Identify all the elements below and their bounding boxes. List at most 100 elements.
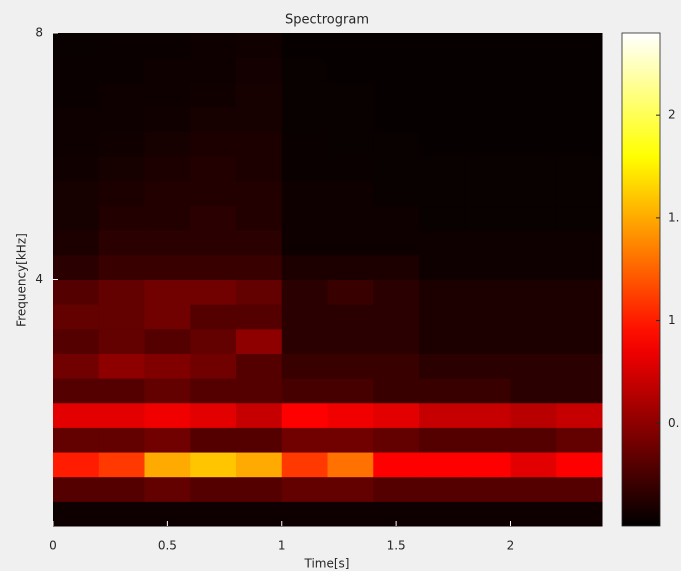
- heatmap-cell: [464, 427, 511, 453]
- heatmap-cell: [327, 353, 374, 379]
- heatmap-cell: [144, 353, 191, 379]
- heatmap-cell: [281, 501, 328, 527]
- x-tick-label: 0.5: [158, 539, 177, 553]
- heatmap-cell: [144, 156, 191, 182]
- heatmap-cell: [327, 230, 374, 256]
- heatmap-cell: [98, 57, 145, 83]
- heatmap-cell: [190, 353, 237, 379]
- heatmap-cell: [373, 180, 420, 207]
- heatmap-cell: [419, 402, 466, 428]
- heatmap-cell: [327, 402, 374, 428]
- heatmap-cell: [98, 402, 145, 428]
- heatmap-cell: [281, 279, 328, 305]
- colorbar-tick-label: 0.: [668, 416, 679, 430]
- heatmap-cell: [190, 427, 237, 453]
- heatmap-cell: [327, 106, 374, 133]
- heatmap-cell: [144, 304, 191, 330]
- heatmap-cell: [419, 131, 466, 157]
- heatmap-cell: [144, 452, 191, 478]
- heatmap-cell: [236, 156, 283, 182]
- heatmap-cell: [373, 254, 420, 280]
- heatmap-cell: [281, 180, 328, 207]
- heatmap-cell: [144, 254, 191, 280]
- heatmap-cell: [281, 33, 328, 59]
- heatmap-cell: [510, 254, 557, 280]
- heatmap-cell: [53, 279, 100, 305]
- heatmap-cell: [281, 205, 328, 231]
- heatmap-cell: [556, 205, 603, 231]
- heatmap-cell: [510, 353, 557, 379]
- heatmap-cell: [419, 304, 466, 330]
- heatmap-cell: [510, 427, 557, 453]
- heatmap-cell: [556, 57, 603, 83]
- heatmap-cell: [419, 106, 466, 133]
- heatmap-cell: [53, 476, 100, 502]
- heatmap-cell: [419, 328, 466, 354]
- heatmap-cell: [327, 304, 374, 330]
- heatmap-cell: [190, 402, 237, 428]
- heatmap-cell: [327, 452, 374, 478]
- heatmap-cell: [419, 82, 466, 108]
- heatmap-cell: [327, 57, 374, 83]
- heatmap-cell: [281, 131, 328, 157]
- y-axis-label: Frequency[kHz]: [15, 233, 29, 327]
- heatmap-cell: [556, 279, 603, 305]
- heatmap-cell: [510, 304, 557, 330]
- heatmap-cell: [373, 378, 420, 404]
- heatmap-cell: [53, 304, 100, 330]
- heatmap-cell: [510, 501, 557, 527]
- heatmap-cell: [373, 427, 420, 453]
- heatmap-cell: [98, 230, 145, 256]
- heatmap-cell: [556, 156, 603, 182]
- heatmap-cell: [53, 33, 100, 59]
- heatmap-cell: [419, 427, 466, 453]
- heatmap-cell: [144, 131, 191, 157]
- heatmap-cell: [510, 33, 557, 59]
- heatmap-cell: [373, 476, 420, 502]
- heatmap-cell: [98, 476, 145, 502]
- heatmap-cell: [510, 82, 557, 108]
- heatmap-cell: [98, 33, 145, 59]
- heatmap-cell: [236, 230, 283, 256]
- heatmap-cell: [190, 57, 237, 83]
- heatmap-cell: [327, 156, 374, 182]
- heatmap-cell: [281, 476, 328, 502]
- heatmap-cell: [327, 501, 374, 527]
- heatmap-cell: [327, 131, 374, 157]
- heatmap-cell: [98, 106, 145, 133]
- heatmap-cell: [419, 378, 466, 404]
- heatmap-cell: [236, 501, 283, 527]
- heatmap-cell: [373, 131, 420, 157]
- heatmap-cell: [373, 205, 420, 231]
- y-tick-label: 8: [35, 26, 43, 40]
- heatmap-cell: [556, 131, 603, 157]
- heatmap-cell: [510, 328, 557, 354]
- heatmap-cell: [236, 378, 283, 404]
- heatmap-cell: [144, 205, 191, 231]
- heatmap-cell: [53, 353, 100, 379]
- heatmap-cell: [327, 205, 374, 231]
- heatmap-cell: [281, 82, 328, 108]
- heatmap-cell: [556, 452, 603, 478]
- heatmap-cell: [464, 353, 511, 379]
- heatmap-cell: [464, 254, 511, 280]
- heatmap-cell: [373, 279, 420, 305]
- colorbar-fill: [621, 32, 661, 527]
- heatmap-cell: [373, 230, 420, 256]
- heatmap-cell: [373, 353, 420, 379]
- heatmap-cell: [144, 82, 191, 108]
- heatmap-cell: [98, 279, 145, 305]
- heatmap-cell: [373, 156, 420, 182]
- heatmap-cell: [510, 156, 557, 182]
- heatmap-cell: [53, 427, 100, 453]
- heatmap-cell: [464, 476, 511, 502]
- heatmap-cell: [53, 378, 100, 404]
- heatmap-cell: [464, 378, 511, 404]
- heatmap-cell: [236, 427, 283, 453]
- heatmap-cell: [373, 452, 420, 478]
- heatmap-cell: [281, 230, 328, 256]
- heatmap-cell: [236, 106, 283, 133]
- heatmap-cell: [556, 476, 603, 502]
- heatmap-cell: [556, 328, 603, 354]
